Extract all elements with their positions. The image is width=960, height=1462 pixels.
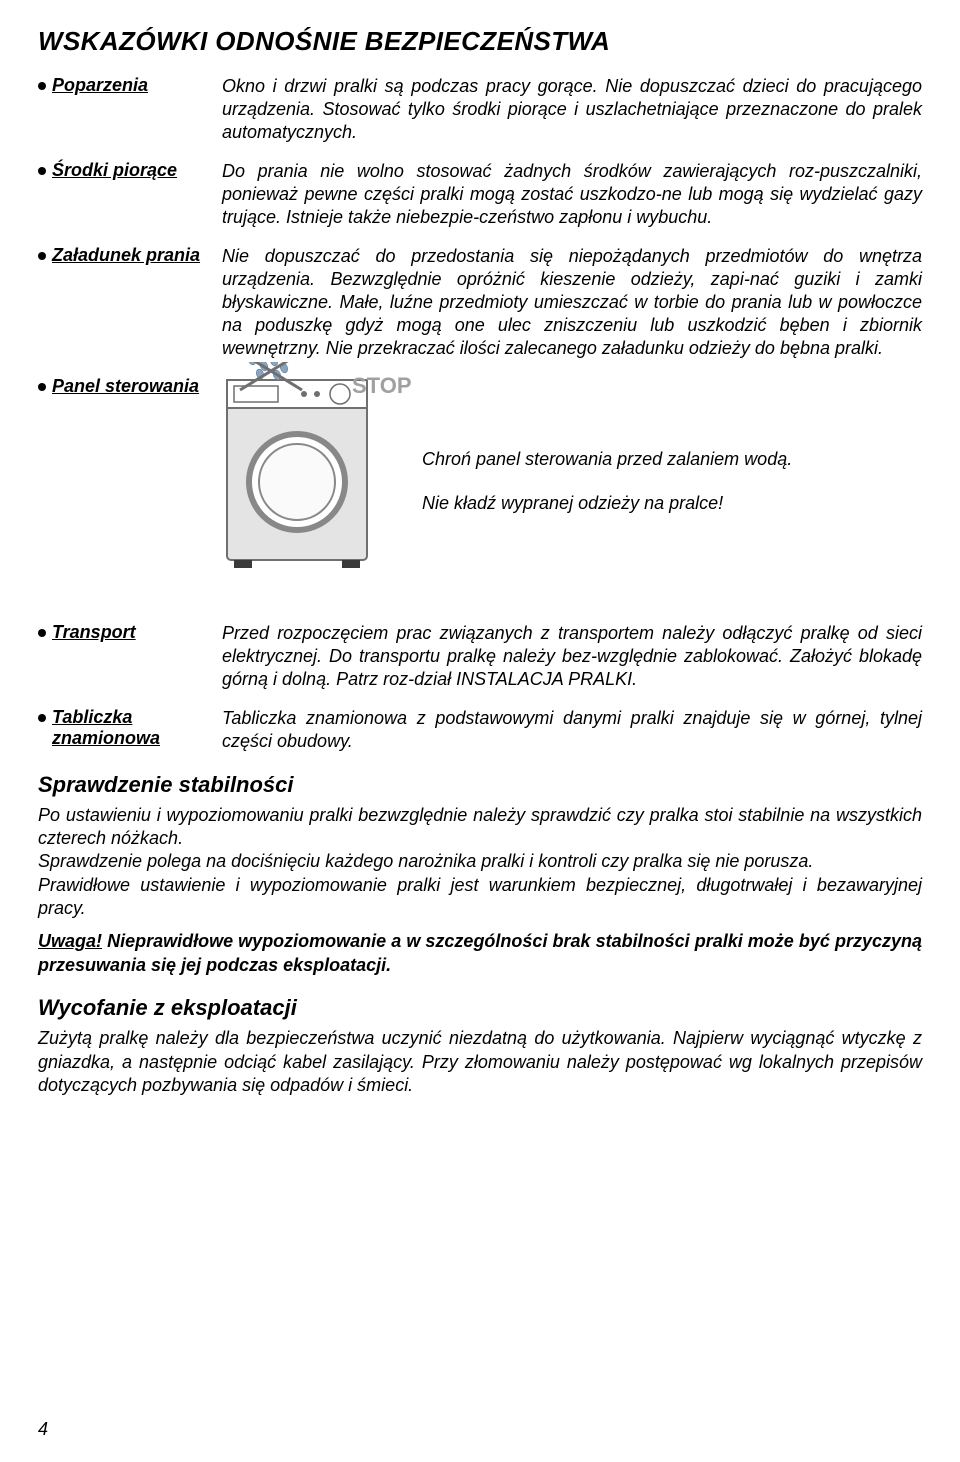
body-poparzenia: Okno i drzwi pralki są podczas pracy gor… (222, 75, 922, 144)
label-panel: Panel sterowania (38, 376, 222, 397)
label-text: Panel sterowania (52, 376, 199, 397)
row-srodki: Środki piorące Do prania nie wolno stoso… (38, 160, 922, 229)
bullet-icon (38, 167, 46, 175)
panel-line2: Nie kładź wypranej odzieży na pralce! (422, 492, 922, 515)
stability-heading: Sprawdzenie stabilności (38, 772, 922, 798)
stability-p1: Po ustawieniu i wypoziomowaniu pralki be… (38, 804, 922, 851)
label-zaladunek: Załadunek prania (38, 245, 222, 266)
withdrawal-p1: Zużytą pralkę należy dla bezpieczeństwa … (38, 1027, 922, 1097)
stability-warning: Uwaga! Nieprawidłowe wypoziomowanie a w … (38, 930, 922, 977)
label-text: Załadunek prania (52, 245, 200, 266)
label-tabliczka: Tabliczka znamionowa (38, 707, 222, 749)
row-tabliczka: Tabliczka znamionowa Tabliczka znamionow… (38, 707, 922, 753)
page-number: 4 (38, 1419, 48, 1440)
body-zaladunek: Nie dopuszczać do przedostania się niepo… (222, 245, 922, 360)
body-tabliczka: Tabliczka znamionowa z podstawowymi dany… (222, 707, 922, 753)
label-text: Środki piorące (52, 160, 177, 181)
label-text: Tabliczka znamionowa (52, 707, 222, 749)
warn-text: Nieprawidłowe wypoziomowanie a w szczegó… (38, 931, 922, 974)
row-zaladunek: Załadunek prania Nie dopuszczać do przed… (38, 245, 922, 360)
panel-right-texts: Chroń panel sterowania przed zalaniem wo… (422, 376, 922, 515)
label-text: Transport (52, 622, 136, 643)
label-srodki: Środki piorące (38, 160, 222, 181)
stability-p2: Sprawdzenie polega na dociśnięciu każdeg… (38, 850, 922, 873)
label-poparzenia: Poparzenia (38, 75, 222, 96)
bullet-icon (38, 629, 46, 637)
panel-line1: Chroń panel sterowania przed zalaniem wo… (422, 448, 922, 471)
row-transport: Transport Przed rozpoczęciem prac związa… (38, 622, 922, 691)
page-heading: WSKAZÓWKI ODNOŚNIE BEZPIECZEŃSTWA (38, 26, 922, 57)
bullet-icon (38, 82, 46, 90)
bullet-icon (38, 383, 46, 391)
body-srodki: Do prania nie wolno stosować żadnych śro… (222, 160, 922, 229)
label-transport: Transport (38, 622, 222, 643)
bullet-icon (38, 252, 46, 260)
body-transport: Przed rozpoczęciem prac związanych z tra… (222, 622, 922, 691)
row-panel: Panel sterowania (38, 376, 922, 606)
withdrawal-heading: Wycofanie z eksploatacji (38, 995, 922, 1021)
stability-p3: Prawidłowe ustawienie i wypoziomowanie p… (38, 874, 922, 921)
label-text: Poparzenia (52, 75, 148, 96)
washer-svg-icon (222, 362, 372, 572)
row-poparzenia: Poparzenia Okno i drzwi pralki są podcza… (38, 75, 922, 144)
bullet-icon (38, 714, 46, 722)
body-panel: STOP Chroń panel sterowania przed zalani… (222, 376, 922, 515)
stop-label: STOP (352, 372, 412, 400)
warn-label: Uwaga! (38, 931, 102, 951)
